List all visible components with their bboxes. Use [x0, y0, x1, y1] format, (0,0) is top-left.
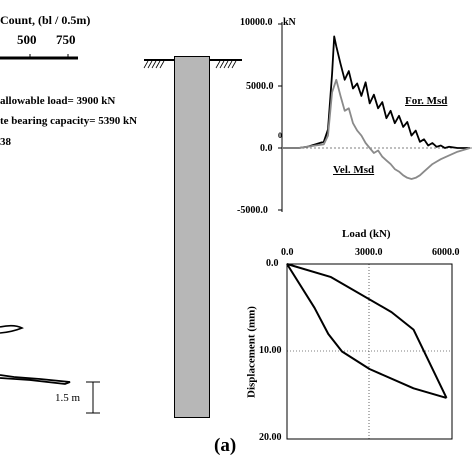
load-xtick-0: 0.0 — [281, 247, 294, 258]
load-grid — [287, 264, 452, 439]
signal-ytick-5000: 5000.0 — [246, 81, 274, 92]
force-label: For. Msd — [405, 95, 448, 107]
scale-label: 1.5 m — [55, 392, 81, 404]
load-plot-frame — [286, 263, 453, 440]
signal-origin-label: 0 — [278, 131, 282, 140]
load-ytick-0: 0.0 — [266, 258, 279, 269]
blow-count-profile — [0, 324, 71, 385]
load-ytick-20: 20.00 — [259, 432, 282, 443]
tick-500: 500 — [17, 32, 37, 47]
load-xtick-6000: 6000.0 — [432, 247, 460, 258]
unloading-curve — [286, 263, 447, 399]
load-ytick-10: 10.00 — [259, 345, 282, 356]
loading-curve — [286, 263, 448, 399]
signal-ytick-0: 0.0 — [260, 143, 273, 154]
signal-unit: kN — [283, 17, 296, 28]
pile — [174, 56, 210, 418]
velocity-label: Vel. Msd — [333, 164, 375, 176]
allowable-load-text: allowable load= 3900 kN — [0, 95, 116, 107]
signal-y-ticks — [278, 23, 282, 211]
blow-count-label: Count, (bl / 0.5m) — [0, 13, 91, 27]
load-chart-title: Load (kN) — [342, 228, 391, 240]
bearing-capacity-text: te bearing capacity= 5390 kN — [0, 115, 138, 127]
tick-750: 750 — [56, 32, 76, 47]
partial-value-text: 38 — [0, 136, 11, 148]
signal-ytick-neg5000: -5000.0 — [237, 205, 268, 216]
signal-ytick-10000: 10000.0 — [240, 17, 273, 28]
figure-label: (a) — [214, 435, 237, 456]
scale-bar — [86, 381, 100, 414]
velocity-series-line — [282, 78, 471, 180]
load-xtick-3000: 3000.0 — [355, 247, 383, 258]
force-series-line — [282, 35, 470, 149]
blow-count-axis — [0, 54, 78, 60]
